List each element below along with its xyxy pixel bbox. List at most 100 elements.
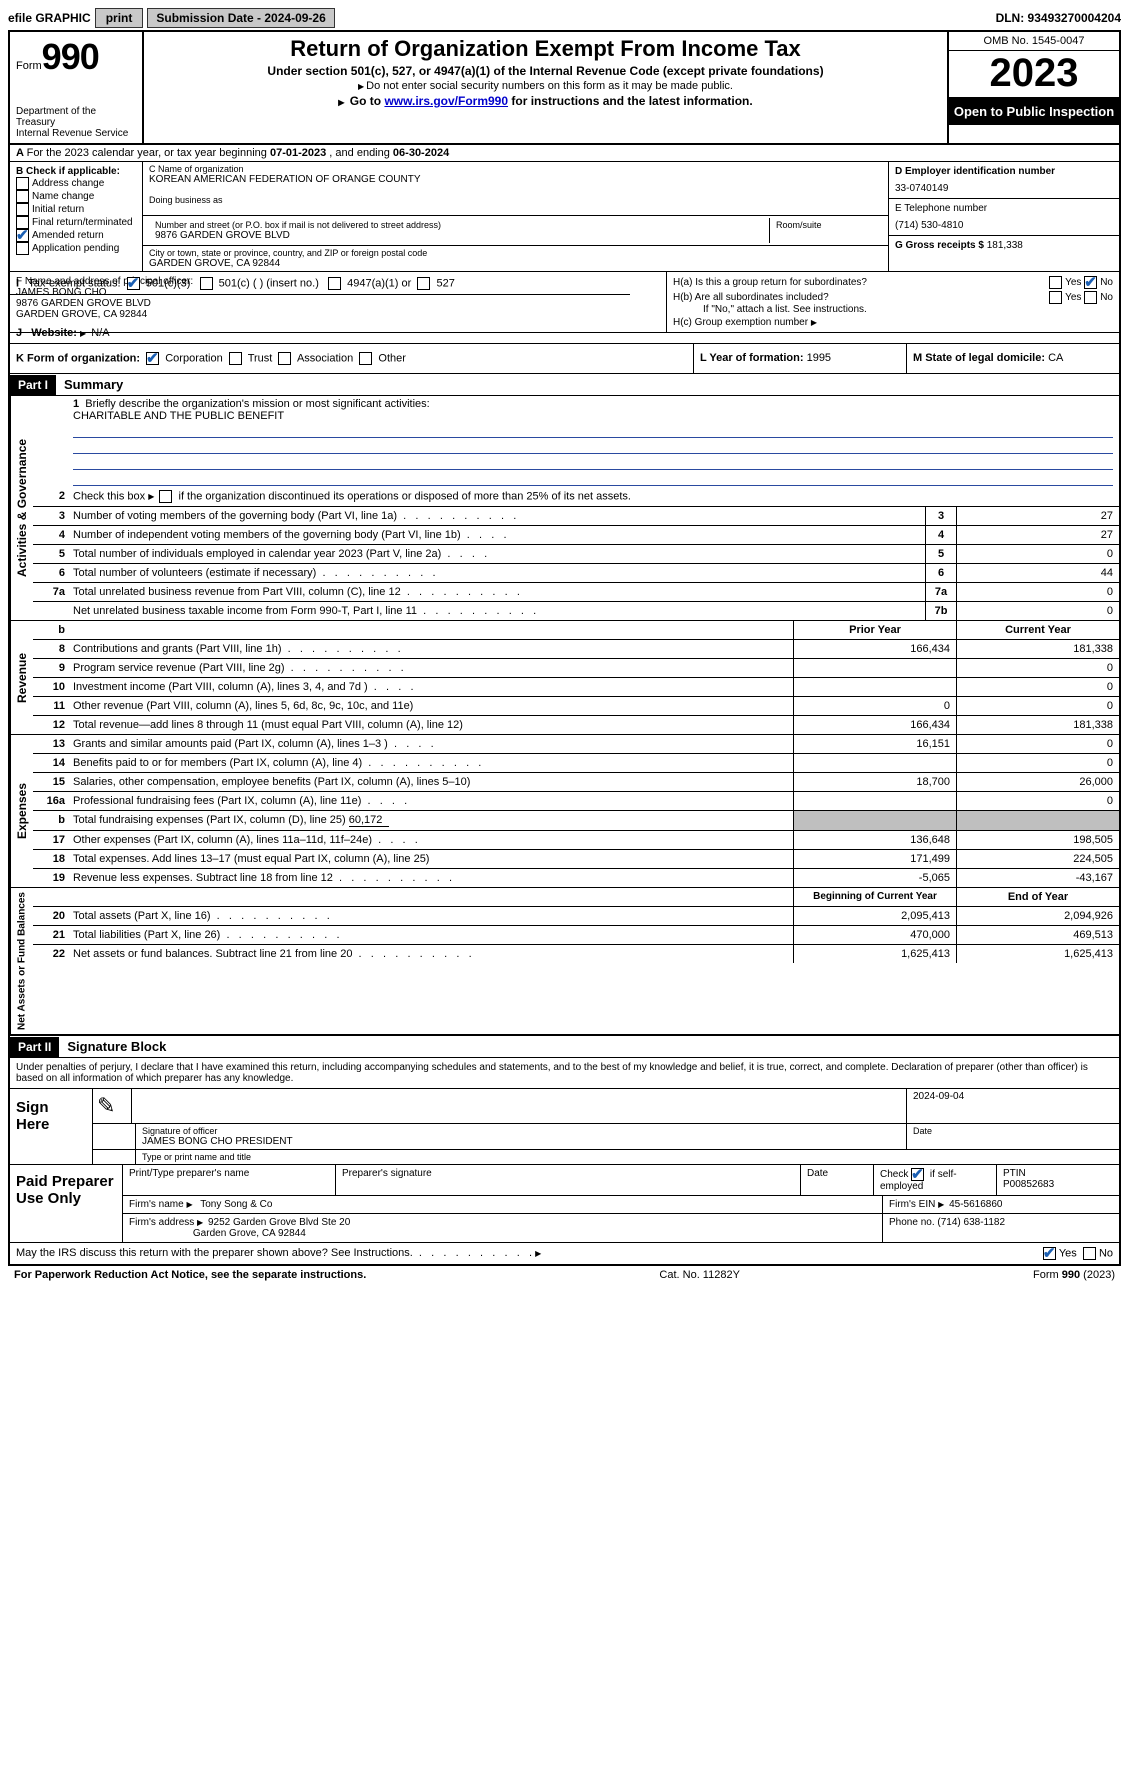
pen-icon: ✎: [93, 1089, 131, 1123]
line-12-prior: 166,434: [793, 716, 956, 734]
section-b-through-g: B Check if applicable: Address change Na…: [10, 162, 1119, 272]
line-22-end: 1,625,413: [956, 945, 1119, 963]
tab-net-assets: Net Assets or Fund Balances: [10, 888, 33, 1034]
cb-app-pending[interactable]: [16, 242, 29, 255]
line-8-prior: 166,434: [793, 640, 956, 658]
cb-ha-no[interactable]: [1084, 276, 1097, 289]
sig-date: 2024-09-04: [906, 1089, 1119, 1123]
website: N/A: [91, 327, 109, 339]
row-a-tax-period: A For the 2023 calendar year, or tax yea…: [10, 145, 1119, 162]
cb-ha-yes[interactable]: [1049, 276, 1062, 289]
line-11-prior: 0: [793, 697, 956, 715]
form-990-page: Form990 Department of the Treasury Inter…: [8, 30, 1121, 1266]
state-domicile: CA: [1048, 352, 1063, 364]
line-15-prior: 18,700: [793, 773, 956, 791]
line-20-begin: 2,095,413: [793, 907, 956, 925]
cb-discuss-no[interactable]: [1083, 1247, 1096, 1260]
line-11-curr: 0: [956, 697, 1119, 715]
tab-activities-gov: Activities & Governance: [10, 396, 33, 620]
org-name: KOREAN AMERICAN FEDERATION OF ORANGE COU…: [149, 174, 882, 185]
cb-4947[interactable]: [328, 277, 341, 290]
cb-assoc[interactable]: [278, 352, 291, 365]
line-19-curr: -43,167: [956, 869, 1119, 887]
part-1-header: Part ISummary: [10, 374, 1119, 396]
line-8-curr: 181,338: [956, 640, 1119, 658]
cb-name-change[interactable]: [16, 190, 29, 203]
form-title: Return of Organization Exempt From Incom…: [154, 36, 937, 62]
top-toolbar: efile GRAPHIC print Submission Date - 20…: [8, 8, 1121, 28]
line-17-curr: 198,505: [956, 831, 1119, 849]
cb-trust[interactable]: [229, 352, 242, 365]
col-b-checkboxes: B Check if applicable: Address change Na…: [10, 162, 143, 271]
line-22-begin: 1,625,413: [793, 945, 956, 963]
paid-preparer-block: Paid Preparer Use Only Print/Type prepar…: [10, 1164, 1119, 1242]
cb-initial-return[interactable]: [16, 203, 29, 216]
print-button[interactable]: print: [95, 8, 144, 28]
line-13-curr: 0: [956, 735, 1119, 753]
line-10-curr: 0: [956, 678, 1119, 696]
phone: (714) 530-4810: [895, 220, 1113, 231]
line-21-begin: 470,000: [793, 926, 956, 944]
line-21-end: 469,513: [956, 926, 1119, 944]
dept-treasury: Department of the Treasury: [16, 106, 136, 128]
page-footer: For Paperwork Reduction Act Notice, see …: [8, 1266, 1121, 1284]
cb-501c3[interactable]: [127, 277, 140, 290]
line-15-curr: 26,000: [956, 773, 1119, 791]
cb-address-change[interactable]: [16, 177, 29, 190]
row-j-website: J Website: N/A: [10, 323, 1119, 344]
tab-revenue: Revenue: [10, 621, 33, 734]
tax-year: 2023: [949, 51, 1119, 98]
sign-here-block: Sign Here ✎ 2024-09-04 Signature of offi…: [10, 1089, 1119, 1164]
omb-number: OMB No. 1545-0047: [949, 32, 1119, 51]
line-20-end: 2,094,926: [956, 907, 1119, 925]
line-4-val: 27: [956, 526, 1119, 544]
cb-hb-yes[interactable]: [1049, 291, 1062, 304]
submission-date: Submission Date - 2024-09-26: [147, 8, 334, 28]
cat-no: Cat. No. 11282Y: [659, 1269, 740, 1281]
cb-501c[interactable]: [200, 277, 213, 290]
line-7b-val: 0: [956, 602, 1119, 620]
line-5-val: 0: [956, 545, 1119, 563]
tab-expenses: Expenses: [10, 735, 33, 887]
efile-label: efile GRAPHIC: [8, 11, 91, 25]
form-header: Form990 Department of the Treasury Inter…: [10, 32, 1119, 145]
perjury-declaration: Under penalties of perjury, I declare th…: [10, 1058, 1119, 1089]
col-d-through-g: D Employer identification number 33-0740…: [888, 162, 1119, 271]
dept-irs: Internal Revenue Service: [16, 128, 136, 139]
ssn-note: Do not enter social security numbers on …: [154, 80, 937, 92]
discuss-row: May the IRS discuss this return with the…: [10, 1242, 1119, 1264]
form-word: Form: [16, 60, 42, 72]
col-c-name-address: C Name of organization KOREAN AMERICAN F…: [143, 162, 888, 271]
line-3-val: 27: [956, 507, 1119, 525]
gross-receipts: 181,338: [987, 240, 1023, 251]
ptin: P00852683: [1003, 1179, 1054, 1190]
row-k-l-m: K Form of organization: Corporation Trus…: [10, 344, 1119, 374]
firm-name: Tony Song & Co: [200, 1199, 272, 1210]
cb-hb-no[interactable]: [1084, 291, 1097, 304]
cb-amended-return[interactable]: [16, 229, 29, 242]
cb-corp[interactable]: [146, 352, 159, 365]
line-7a-val: 0: [956, 583, 1119, 601]
cb-discontinued[interactable]: [159, 490, 172, 503]
officer-signature-name: JAMES BONG CHO PRESIDENT: [142, 1136, 900, 1147]
line-19-prior: -5,065: [793, 869, 956, 887]
cb-discuss-yes[interactable]: [1043, 1247, 1056, 1260]
org-street: 9876 GARDEN GROVE BLVD: [155, 230, 763, 241]
line-16b-val: 60,172: [349, 814, 389, 827]
line-18-curr: 224,505: [956, 850, 1119, 868]
cb-self-employed[interactable]: [911, 1168, 924, 1181]
irs-link[interactable]: www.irs.gov/Form990: [384, 94, 508, 108]
cb-527[interactable]: [417, 277, 430, 290]
part-2-header: Part IISignature Block: [10, 1036, 1119, 1058]
cb-other[interactable]: [359, 352, 372, 365]
form-number: 990: [42, 36, 99, 77]
line-16a-curr: 0: [956, 792, 1119, 810]
firm-phone: (714) 638-1182: [937, 1217, 1005, 1228]
goto-line: Go to www.irs.gov/Form990 for instructio…: [154, 94, 937, 108]
dln-label: DLN: 93493270004204: [996, 11, 1121, 25]
ein: 33-0740149: [895, 183, 1113, 194]
firm-ein: 45-5616860: [949, 1199, 1002, 1210]
line-18-prior: 171,499: [793, 850, 956, 868]
public-inspection: Open to Public Inspection: [949, 98, 1119, 125]
year-formation: 1995: [807, 352, 831, 364]
